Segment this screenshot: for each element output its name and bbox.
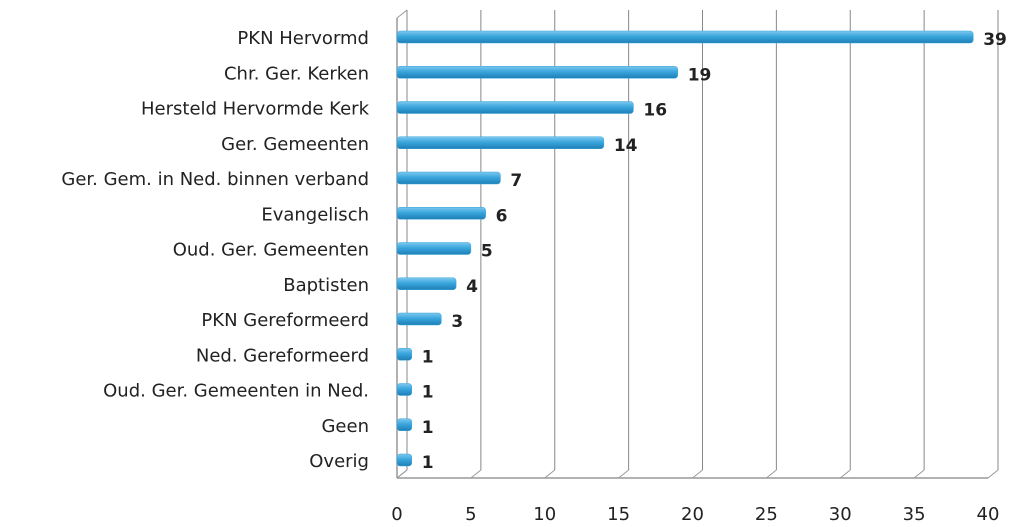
data-label: 4: [466, 277, 478, 297]
y-tick-label: Overig: [309, 451, 369, 472]
data-label: 1: [422, 453, 434, 473]
x-tick-label: 25: [755, 504, 778, 525]
bar: [396, 30, 974, 44]
x-tick-label: 20: [681, 504, 704, 525]
x-tick-mark: [766, 469, 777, 479]
y-tick-label: Baptisten: [283, 275, 369, 296]
data-label: 1: [422, 347, 434, 367]
data-label: 6: [496, 206, 508, 226]
y-tick-label: Hersteld Hervormde Kerk: [141, 99, 370, 120]
x-tick-mark: [913, 469, 925, 479]
y-axis-back: [396, 9, 408, 19]
x-tick-mark: [470, 469, 482, 479]
data-label: 7: [510, 171, 522, 191]
data-label: 5: [481, 242, 493, 262]
data-label: 1: [422, 418, 434, 438]
x-tick-label: 0: [391, 504, 402, 525]
data-label: 16: [643, 101, 667, 121]
y-tick-label: PKN Gereformeerd: [201, 310, 369, 331]
y-tick-label: Ger. Gemeenten: [221, 134, 369, 155]
bar: [396, 66, 678, 79]
bar: [396, 101, 634, 114]
y-tick-label: Geen: [321, 416, 369, 437]
y-tick-label: Ned. Gereformeerd: [196, 345, 369, 366]
x-tick-label: 30: [829, 504, 852, 525]
x-tick-mark: [544, 469, 556, 479]
data-label: 1: [422, 383, 434, 403]
bar: [396, 312, 442, 326]
x-tick-label: 40: [977, 504, 1000, 525]
x-tick-mark: [987, 469, 999, 479]
y-tick-label: Ger. Gem. in Ned. binnen verband: [61, 169, 369, 190]
x-tick-mark: [396, 469, 408, 479]
bar: [396, 453, 413, 467]
y-tick-label: Evangelisch: [261, 204, 369, 225]
x-tick-mark: [692, 469, 703, 479]
data-label: 19: [688, 65, 712, 85]
bar: [396, 418, 413, 431]
x-tick-mark: [618, 469, 629, 479]
data-label: 39: [983, 30, 1007, 50]
x-tick-mark: [839, 469, 851, 479]
bar: [396, 242, 472, 255]
bar: [396, 171, 501, 185]
bar: [396, 277, 457, 290]
data-label: 14: [614, 136, 638, 156]
bar: [396, 348, 413, 361]
bar: [396, 383, 413, 396]
x-tick-label: 5: [465, 504, 476, 525]
y-tick-label: Oud. Ger. Gemeenten in Ned.: [103, 381, 369, 402]
bar: [396, 136, 605, 149]
x-tick-label: 10: [533, 504, 556, 525]
data-label: 3: [451, 312, 463, 332]
y-tick-label: Oud. Ger. Gemeenten: [173, 240, 369, 261]
y-tick-label: PKN Hervormd: [237, 28, 369, 49]
y-tick-label: Chr. Ger. Kerken: [224, 63, 369, 84]
x-tick-label: 15: [607, 504, 630, 525]
bar: [396, 207, 486, 220]
x-tick-label: 35: [903, 504, 926, 525]
